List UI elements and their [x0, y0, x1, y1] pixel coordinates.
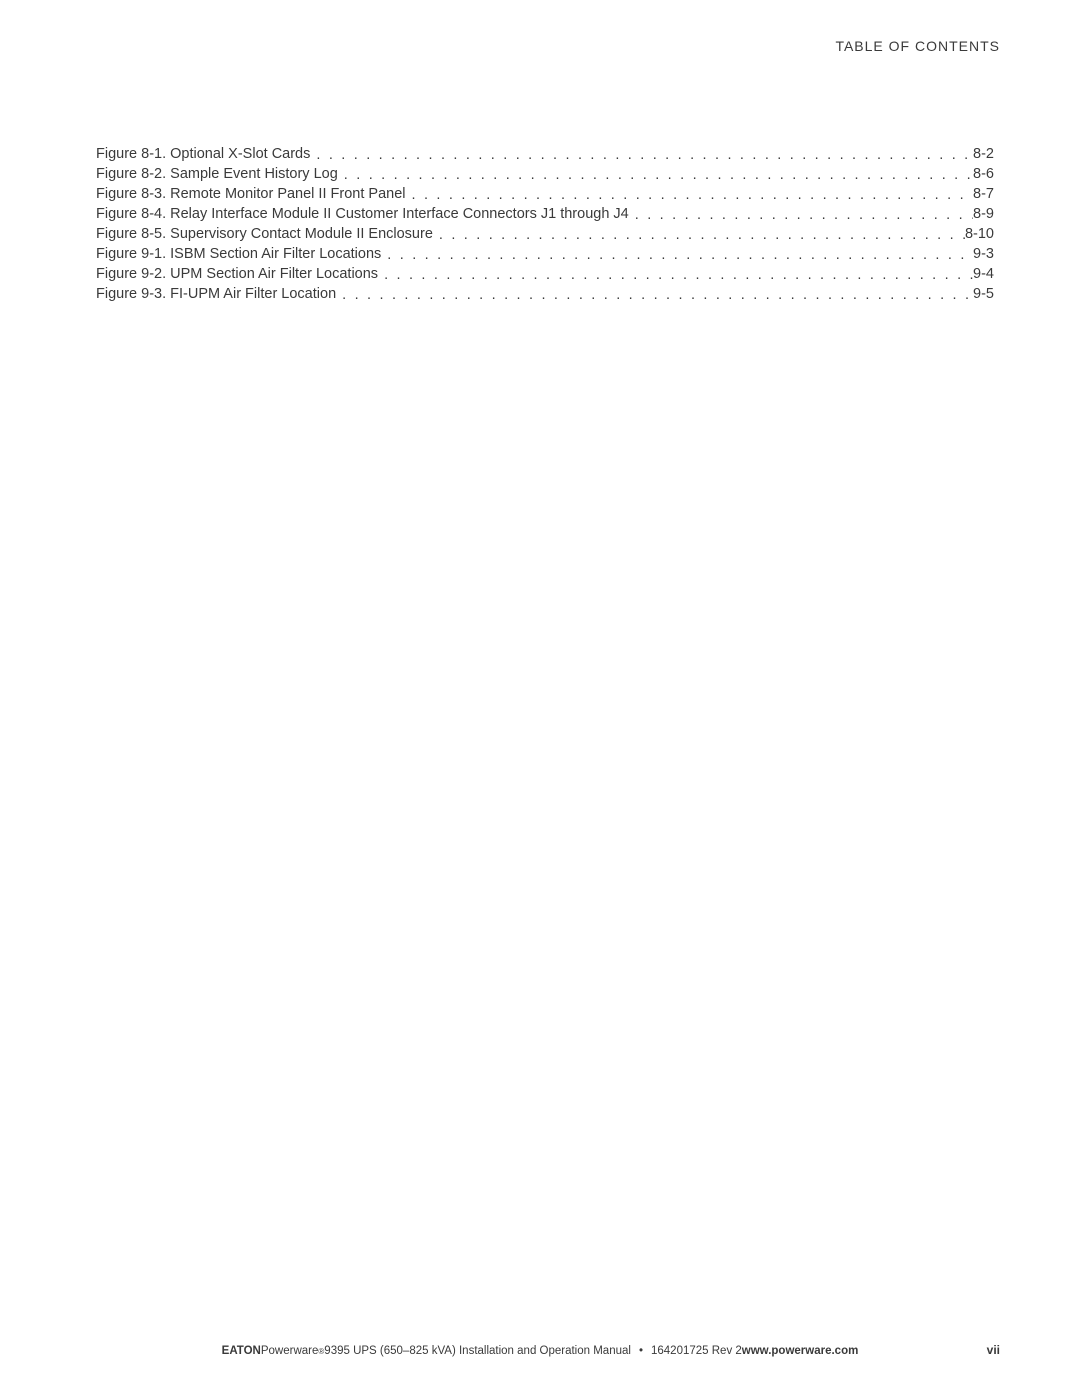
toc-row: Figure 8-4. Relay Interface Module II Cu… — [96, 204, 994, 224]
toc-dot-leader: . . . . . . . . . . . . . . . . . . . . … — [338, 165, 973, 185]
toc-entry-title: Figure 8-1. Optional X-Slot Cards — [96, 144, 310, 164]
toc-row: Figure 9-2. UPM Section Air Filter Locat… — [96, 264, 994, 284]
toc-entry-title: Figure 8-4. Relay Interface Module II Cu… — [96, 204, 629, 224]
header-title: TABLE OF CONTENTS — [835, 38, 1000, 54]
toc-dot-leader: . . . . . . . . . . . . . . . . . . . . … — [310, 145, 973, 165]
toc-entry-page: 8-7 — [973, 184, 994, 204]
toc-entry-title: Figure 8-2. Sample Event History Log — [96, 164, 338, 184]
toc-dot-leader: . . . . . . . . . . . . . . . . . . . . … — [336, 285, 973, 305]
footer: EATON Powerware® 9395 UPS (650–825 kVA) … — [0, 1345, 1080, 1357]
toc-row: Figure 8-5. Supervisory Contact Module I… — [96, 224, 994, 244]
footer-separator: • — [631, 1345, 651, 1357]
page-number: vii — [987, 1343, 1000, 1357]
toc-row: Figure 9-1. ISBM Section Air Filter Loca… — [96, 244, 994, 264]
toc-dot-leader: . . . . . . . . . . . . . . . . . . . . … — [629, 205, 973, 225]
footer-brand: EATON — [222, 1345, 261, 1357]
toc-entry-page: 8-9 — [973, 204, 994, 224]
footer-product-suffix: 9395 UPS (650–825 kVA) Installation and … — [324, 1345, 631, 1357]
toc-row: Figure 8-3. Remote Monitor Panel II Fron… — [96, 184, 994, 204]
toc-entry-title: Figure 8-3. Remote Monitor Panel II Fron… — [96, 184, 405, 204]
toc-entry-page: 8-2 — [973, 144, 994, 164]
toc-entry-page: 8-10 — [965, 224, 994, 244]
footer-url: www.powerware.com — [742, 1345, 859, 1357]
toc-entry-title: Figure 9-3. FI-UPM Air Filter Location — [96, 284, 336, 304]
toc-entry-page: 9-5 — [973, 284, 994, 304]
toc-entry-page: 8-6 — [973, 164, 994, 184]
toc-dot-leader: . . . . . . . . . . . . . . . . . . . . … — [378, 265, 973, 285]
page: TABLE OF CONTENTS Figure 8-1. Optional X… — [0, 0, 1080, 1397]
toc-entry-title: Figure 8-5. Supervisory Contact Module I… — [96, 224, 433, 244]
toc-entry-title: Figure 9-1. ISBM Section Air Filter Loca… — [96, 244, 381, 264]
toc-dot-leader: . . . . . . . . . . . . . . . . . . . . … — [381, 245, 973, 265]
toc-entry-page: 9-4 — [973, 264, 994, 284]
toc-row: Figure 8-2. Sample Event History Log . .… — [96, 164, 994, 184]
toc-row: Figure 9-3. FI-UPM Air Filter Location .… — [96, 284, 994, 304]
footer-product-prefix: Powerware — [261, 1345, 319, 1357]
toc-entry-title: Figure 9-2. UPM Section Air Filter Locat… — [96, 264, 378, 284]
toc-row: Figure 8-1. Optional X-Slot Cards . . . … — [96, 144, 994, 164]
footer-docnum: 164201725 Rev 2 — [651, 1345, 742, 1357]
toc-dot-leader: . . . . . . . . . . . . . . . . . . . . … — [433, 225, 965, 245]
toc-dot-leader: . . . . . . . . . . . . . . . . . . . . … — [405, 185, 973, 205]
toc-list: Figure 8-1. Optional X-Slot Cards . . . … — [96, 144, 994, 304]
toc-entry-page: 9-3 — [973, 244, 994, 264]
